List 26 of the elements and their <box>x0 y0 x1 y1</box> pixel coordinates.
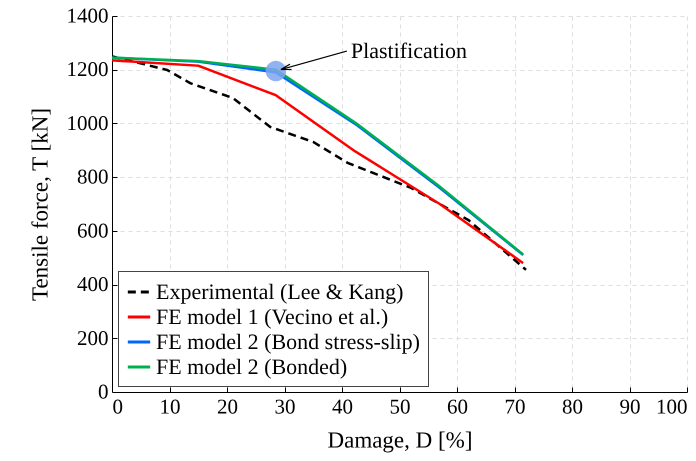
x-tick-label: 30 <box>274 394 296 418</box>
x-tick-label: 100 <box>656 394 688 418</box>
x-tick-label: 90 <box>620 394 640 418</box>
legend-label: Experimental (Lee & Kang) <box>156 279 404 304</box>
y-tick-label: 0 <box>98 380 108 404</box>
legend-label: FE model 2 (Bond stress-slip) <box>156 329 420 354</box>
y-tick-label: 400 <box>77 272 108 296</box>
y-axis-title: Tensile force, T [kN] <box>28 108 52 301</box>
y-tick-label: 1000 <box>66 110 108 135</box>
x-tick-label: 80 <box>562 394 583 418</box>
x-tick-label: 60 <box>447 394 468 418</box>
x-tick-label: 20 <box>217 394 238 418</box>
y-tick-label: 1400 <box>66 4 108 28</box>
y-tick-label: 600 <box>77 218 108 242</box>
legend-label: FE model 2 (Bonded) <box>156 354 348 379</box>
x-axis-title: Damage, D [%] <box>328 428 472 452</box>
legend-label: FE model 1 (Vecino et al.) <box>156 304 388 329</box>
annotation: Plastification <box>350 38 467 64</box>
x-tick-label: 70 <box>504 394 526 418</box>
x-tick-label: 0 <box>112 394 123 418</box>
y-tick-label: 200 <box>77 326 108 350</box>
x-tick-label: 40 <box>332 394 353 418</box>
y-tick-label: 1200 <box>66 57 108 82</box>
x-tick-label: 50 <box>390 394 410 418</box>
x-tick-label: 10 <box>160 394 180 418</box>
y-tick-label: 800 <box>77 164 108 189</box>
